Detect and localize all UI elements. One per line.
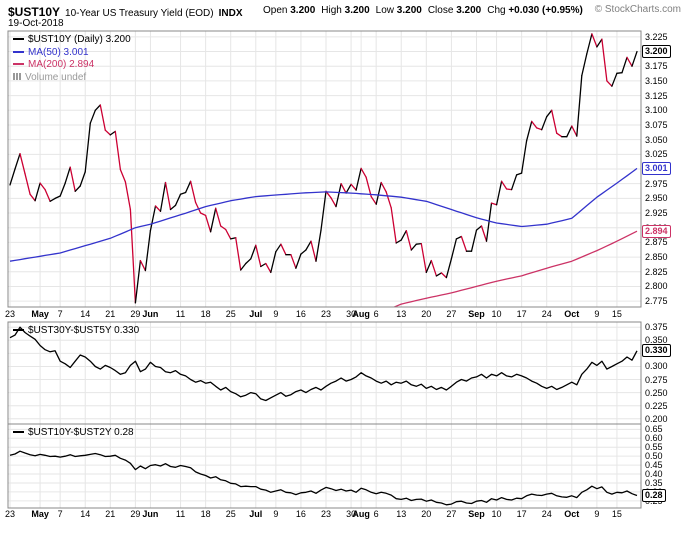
ohlc-value: 3.200 bbox=[456, 5, 482, 16]
ohlc-label: Close bbox=[427, 5, 457, 16]
ohlc-value: 3.200 bbox=[344, 5, 370, 16]
chart-date: 19-Oct-2018 bbox=[8, 18, 64, 29]
stockcharts-credit: © StockCharts.com bbox=[594, 4, 681, 15]
symbol: $UST10Y bbox=[8, 5, 61, 19]
exchange-label: INDX bbox=[218, 8, 243, 19]
header: $UST10Y 10-Year US Treasury Yield (EOD) IN… bbox=[8, 3, 243, 21]
ohlc-value: 3.200 bbox=[290, 5, 316, 16]
ohlc-value: +0.030 (+0.95%) bbox=[508, 5, 583, 16]
ohlc-label: High bbox=[321, 5, 345, 16]
chart-title: 10-Year US Treasury Yield (EOD) bbox=[65, 8, 214, 19]
ohlc-label: Low bbox=[375, 5, 397, 16]
ohlc-label: Open bbox=[263, 5, 291, 16]
ohlc-label: Chg bbox=[487, 5, 509, 16]
ohlc-value: 3.200 bbox=[396, 5, 422, 16]
ohlc-summary: Open 3.200 High 3.200 Low 3.200 Close 3.200… bbox=[263, 5, 589, 16]
